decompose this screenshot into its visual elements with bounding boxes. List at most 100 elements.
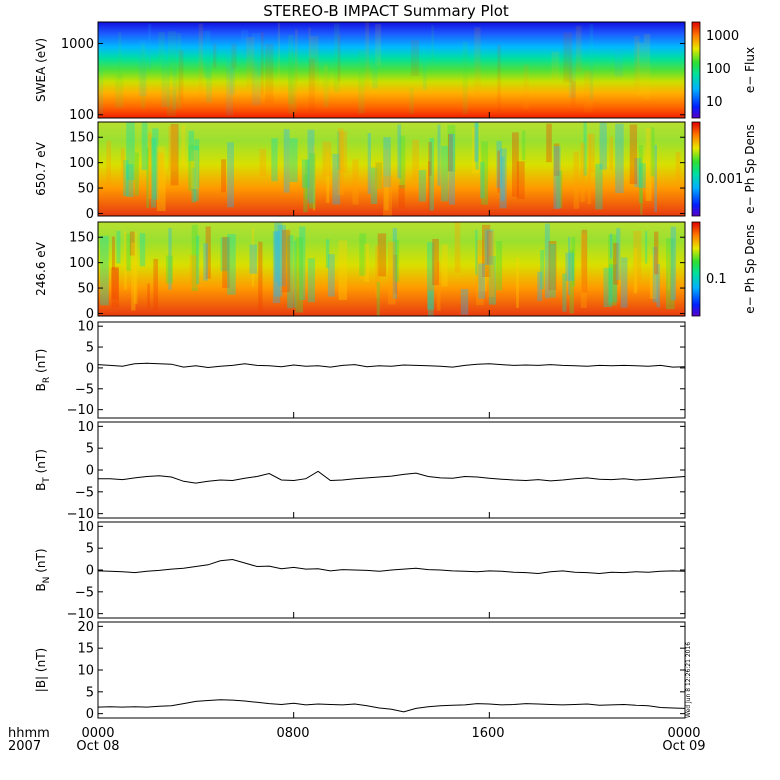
heatmap-streak [177,33,181,109]
y-tick-label: 5 [86,542,94,557]
panel-1: 1000 100 10 e− Flux 100 1000 SWEA (eV) [34,21,757,123]
colorbar-scale [691,21,701,119]
heatmap-streak [589,133,595,173]
heatmap-streak [553,146,561,209]
colorbar-tick-label: 100 [706,62,731,77]
y-tick-label: 5 [86,685,94,700]
colorbar-tick-label: 10 [706,95,723,110]
heatmap-streak [288,34,294,104]
heatmap-streak [134,231,138,304]
heatmap-streak [431,25,434,68]
heatmap-streak [265,43,274,103]
heatmap-streak [393,239,400,282]
heatmap-streak [499,148,507,209]
heatmap-streak [496,241,503,291]
heatmap-streak [259,148,266,176]
heatmap-streak [193,145,199,202]
heatmap-streak [427,242,435,310]
heatmap-streak [375,24,382,66]
heatmap-streak [428,290,434,316]
panel-5: −10 −5 0 5 10 BT (nT) [34,420,686,522]
heatmap-streak [227,142,234,208]
y-axis-label-main: |B| [34,676,48,692]
y-tick-label: 0 [86,307,94,322]
heatmap-streak [575,25,582,72]
y-axis-label-main: SWEA (eV) [34,38,48,102]
y-tick-label: −5 [75,485,94,500]
y-tick-label: 150 [69,231,94,246]
heatmap-streak [645,127,652,201]
colorbar: 0.001 e− Ph Sp Dens [691,121,757,217]
heatmap-streak [633,230,642,290]
heatmap-streak [548,241,557,291]
heatmap-streak [126,164,134,197]
heatmap-streak [540,250,545,290]
y-axis-label: BT (nT) [34,449,52,491]
heatmap-streak [652,246,658,303]
y-tick-label: 150 [69,131,94,146]
heatmap-streak [139,233,146,267]
heatmap-streak [229,66,236,95]
heatmap-streak [227,234,236,295]
heatmap-streak [615,123,624,193]
x-date-label-start: Oct 08 [76,739,119,754]
heatmap-streak [338,131,348,173]
heatmap-streak [449,133,455,205]
heatmap-streak [312,145,316,211]
y-tick-label: 50 [77,282,94,297]
heatmap-streak [608,234,617,306]
y-axis-label-main: 246.6 eV [34,241,48,296]
heatmap-streak [309,35,319,98]
heatmap-streak [123,160,129,197]
heatmap-streak [289,138,298,182]
heatmap-streak [562,273,567,312]
colorbar-tick-label: 1000 [706,29,739,44]
heatmap-streak [523,64,529,110]
heatmap-streak [613,242,619,285]
heatmap-streak [670,226,677,301]
heatmap-streak [367,133,371,194]
heatmap-streak [147,283,150,308]
heatmap-streak [650,127,655,177]
heatmap-streak [634,35,640,92]
heatmap-streak [153,258,158,310]
heatmap-streak [393,254,398,294]
heatmap-streak [307,258,315,303]
y-axis-label-unit: (nT) [34,449,48,477]
y-tick-label: 10 [77,520,94,535]
heatmap-streak [295,237,303,313]
heatmap-streak [111,268,119,300]
y-tick-label: 50 [77,182,94,197]
heatmap-streak [409,87,414,114]
heatmap-streak [370,167,378,204]
heatmap-fill [98,122,685,216]
heatmap-streak [432,238,439,286]
heatmap-streak [125,233,131,271]
y-axis-label: SWEA (eV) [34,38,48,102]
series-line [97,558,686,575]
heatmap-streak [397,124,402,179]
colorbar: 0.1 e− Ph Sp Dens [691,221,757,317]
heatmap-streak [441,244,448,287]
plot-title: STEREO-B IMPACT Summary Plot [263,2,509,20]
heatmap-streak [383,176,392,216]
panel-7: 0 5 10 15 20 |B| (nT) [34,620,686,722]
heatmap-streak [474,27,481,95]
heatmap-streak [474,123,479,162]
heatmap-streak [645,231,648,264]
heatmap-streak [448,134,453,172]
y-tick-label: 20 [77,620,94,635]
panel-2: 0.001 e− Ph Sp Dens 0 50 100 150 650.7 eV [34,121,757,222]
heatmap-streak [181,125,186,167]
heatmap-streak [281,229,291,293]
y-tick-label: −5 [75,585,94,600]
heatmap-streak [111,266,119,308]
heatmap-streak [475,122,479,170]
heatmap-streak [422,50,427,90]
heatmap-streak [188,144,194,191]
series-line [97,699,686,713]
heatmap-streak [675,152,681,183]
heatmap-streak [251,227,255,287]
heatmap-streak [644,34,651,100]
